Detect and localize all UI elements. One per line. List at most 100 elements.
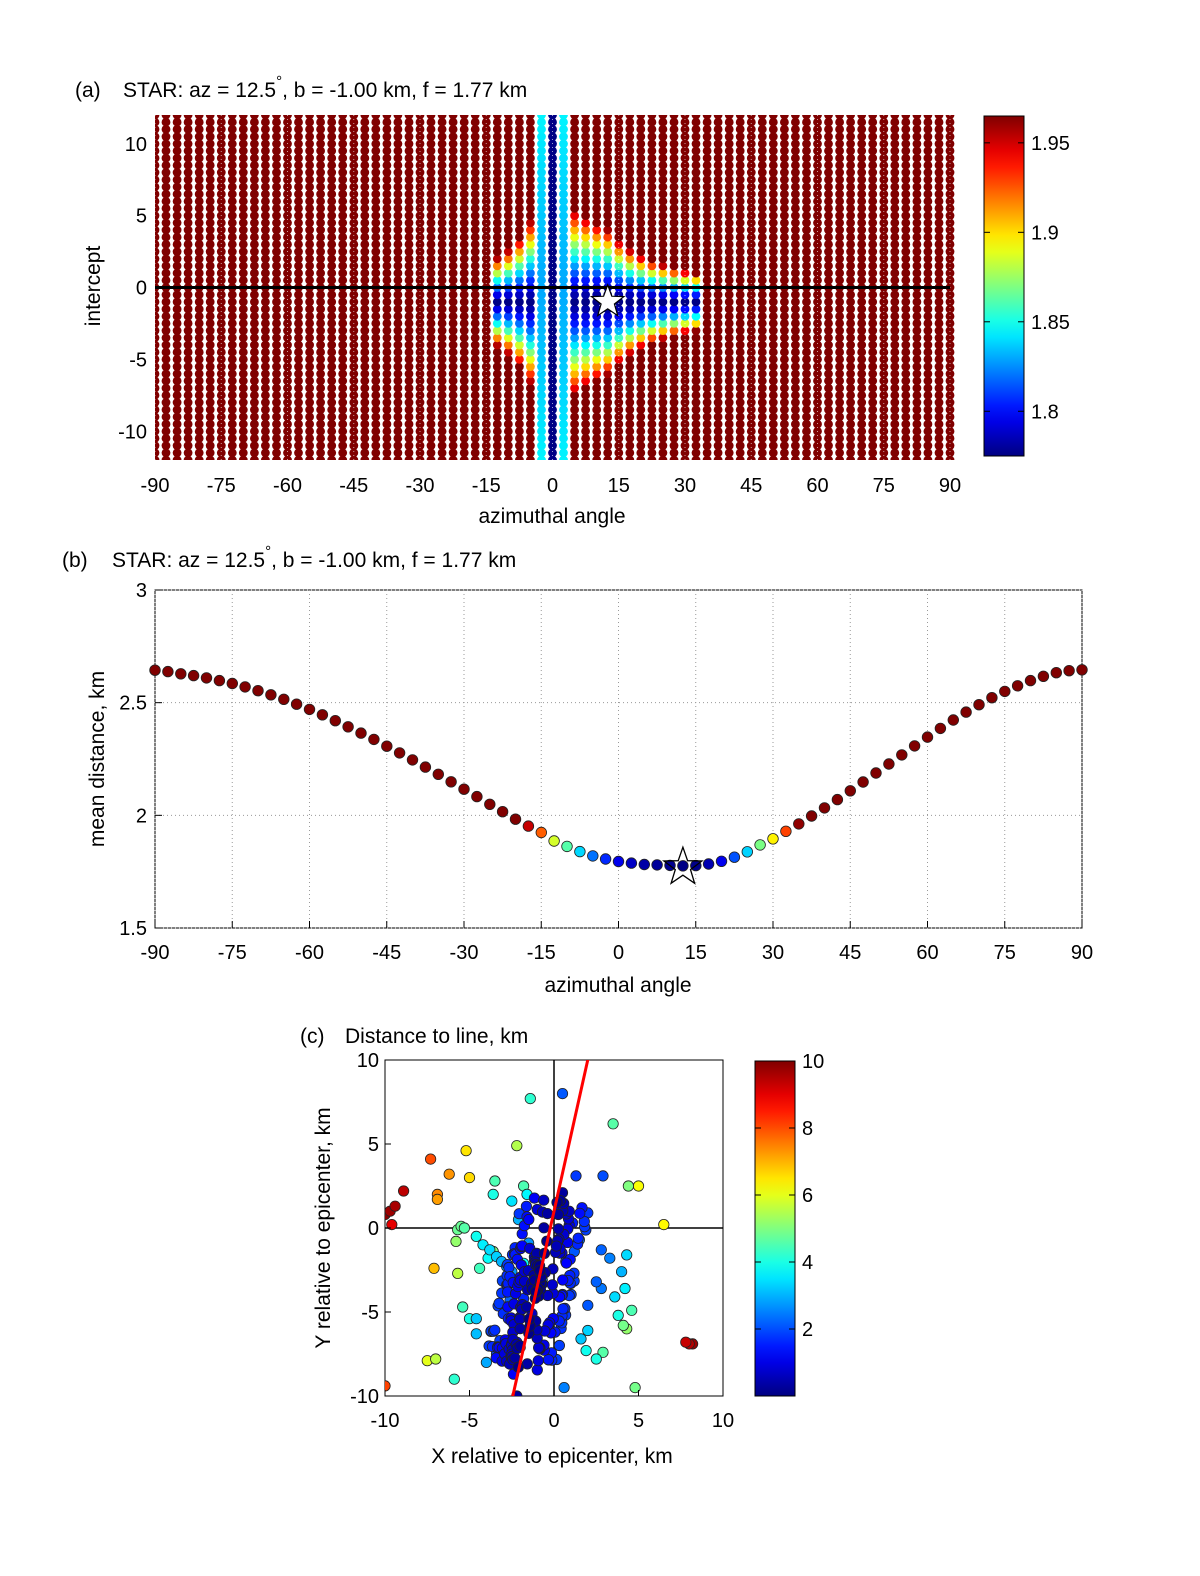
heatmap-cell [305,369,314,379]
heatmap-cell [161,369,171,379]
heatmap-cell [161,448,171,458]
heatmap-cell [537,355,546,364]
heatmap-cell [238,261,248,271]
heatmap-cell [890,326,900,335]
heatmap-cell [515,232,524,242]
heatmap-cell [349,204,359,213]
heatmap-cell [757,115,767,120]
heatmap-cell [155,117,160,127]
heatmap-cell [470,225,480,235]
heatmap-cell [194,117,204,127]
heatmap-cell [923,115,933,120]
heatmap-cell [713,117,723,127]
heatmap-cell [636,441,646,450]
heatmap-cell [161,218,171,228]
heatmap-cell [526,326,535,335]
heatmap-cell [448,398,458,407]
heatmap-cell [835,412,844,422]
heatmap-cell [934,261,944,271]
heatmap-cell [923,139,933,149]
heatmap-cell [327,225,337,235]
heatmap-cell [868,146,878,156]
heatmap-cell [216,124,226,134]
heatmap-cell [669,369,679,379]
heatmap-cell [294,390,303,400]
heatmap-cell [592,355,602,364]
heatmap-cell [526,412,535,422]
heatmap-cell [371,117,381,127]
heatmap-cell [492,160,502,170]
heatmap-cell [934,448,944,458]
heatmap-cell [283,376,292,386]
heatmap-cell [238,333,248,343]
heatmap-cell [702,390,712,400]
heatmap-cell [316,297,325,307]
heatmap-cell [172,326,182,335]
data-point [368,733,380,746]
heatmap-cell [625,319,635,328]
heatmap-cell [459,132,469,142]
heatmap-cell [382,160,392,170]
heatmap-cell [636,261,646,271]
heatmap-cell [702,132,712,142]
heatmap-cell [791,240,800,249]
data-point [480,1356,492,1369]
heatmap-cell [437,383,447,393]
heatmap-cell [155,304,160,314]
heatmap-cell [515,132,524,142]
heatmap-cell [459,390,469,400]
heatmap-cell [459,333,469,343]
heatmap-cell [846,455,855,460]
heatmap-cell [360,419,370,429]
heatmap-cell [879,124,889,134]
data-point [470,1230,482,1243]
heatmap-cell [294,132,303,142]
heatmap-cell [459,311,469,321]
heatmap-cell [559,311,568,321]
heatmap-cell [404,390,414,400]
x-tick-label: 45 [740,475,762,497]
heatmap-cell [658,405,668,415]
heatmap-cell [305,204,314,213]
heatmap-cell [172,146,182,156]
heatmap-cell [813,275,822,285]
heatmap-cell [879,333,889,343]
heatmap-cell [183,189,193,199]
heatmap-cell [581,168,590,177]
heatmap-cell [183,340,193,350]
heatmap-cell [227,297,237,307]
heatmap-cell [879,196,889,206]
heatmap-cell [680,132,690,142]
heatmap-cell [404,405,414,415]
heatmap-cell [768,319,778,328]
heatmap-cell [194,441,204,450]
heatmap-cell [404,376,414,386]
heatmap-cell [172,376,182,386]
heatmap-cell [768,405,778,415]
heatmap-cell [857,268,867,278]
heatmap-cell [459,419,469,429]
heatmap-cell [680,304,690,314]
heatmap-cell [780,311,789,321]
heatmap-cell [802,146,811,156]
heatmap-cell [360,175,370,185]
data-point [1063,665,1075,677]
heatmap-cell [835,254,844,264]
heatmap-cell [625,275,635,285]
heatmap-cell [658,426,668,436]
heatmap-cell [702,261,712,271]
heatmap-cell [393,347,403,357]
heatmap-cell [205,268,215,278]
heatmap-cell [272,254,281,264]
heatmap-cell [702,426,712,436]
heatmap-cell [327,448,337,458]
heatmap-cell [890,139,900,149]
heatmap-cell [570,455,579,460]
heatmap-cell [879,398,889,407]
heatmap-cell [360,254,370,264]
heatmap-cell [570,254,579,264]
heatmap-cell [581,175,590,185]
heatmap-cell [526,247,535,256]
heatmap-cell [161,211,171,221]
heatmap-cell [724,189,734,199]
